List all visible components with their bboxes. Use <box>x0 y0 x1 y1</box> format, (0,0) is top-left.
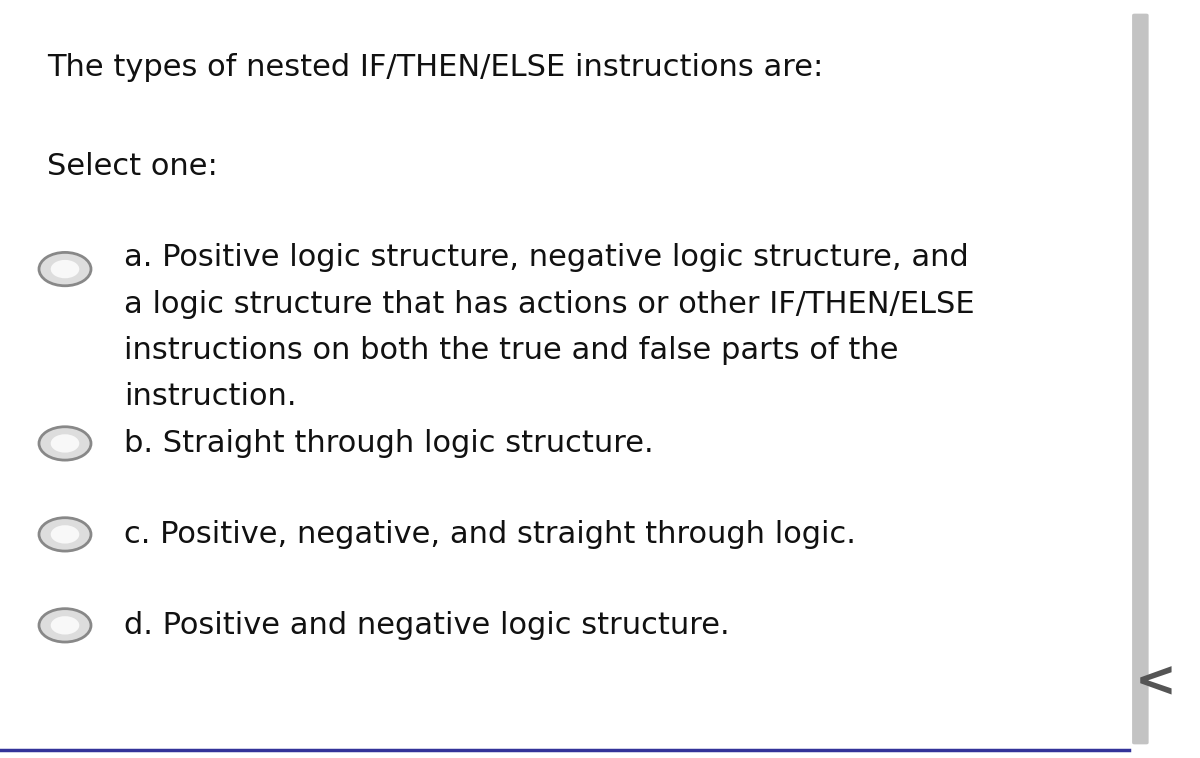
Circle shape <box>38 518 91 551</box>
Text: a. Positive logic structure, negative logic structure, and: a. Positive logic structure, negative lo… <box>124 243 968 272</box>
Text: <: < <box>1135 658 1177 706</box>
Text: instructions on both the true and false parts of the: instructions on both the true and false … <box>124 336 899 365</box>
Text: b. Straight through logic structure.: b. Straight through logic structure. <box>124 429 654 458</box>
Text: c. Positive, negative, and straight through logic.: c. Positive, negative, and straight thro… <box>124 520 856 549</box>
Text: The types of nested IF/THEN/ELSE instructions are:: The types of nested IF/THEN/ELSE instruc… <box>47 53 823 82</box>
FancyBboxPatch shape <box>1132 14 1148 744</box>
Text: Select one:: Select one: <box>47 152 218 180</box>
Circle shape <box>50 616 79 634</box>
Circle shape <box>38 427 91 460</box>
Circle shape <box>50 434 79 453</box>
Circle shape <box>50 260 79 278</box>
Circle shape <box>38 609 91 642</box>
Text: a logic structure that has actions or other IF/THEN/ELSE: a logic structure that has actions or ot… <box>124 290 974 318</box>
Circle shape <box>38 252 91 286</box>
Circle shape <box>50 525 79 543</box>
Text: d. Positive and negative logic structure.: d. Positive and negative logic structure… <box>124 611 730 640</box>
Text: instruction.: instruction. <box>124 382 296 412</box>
